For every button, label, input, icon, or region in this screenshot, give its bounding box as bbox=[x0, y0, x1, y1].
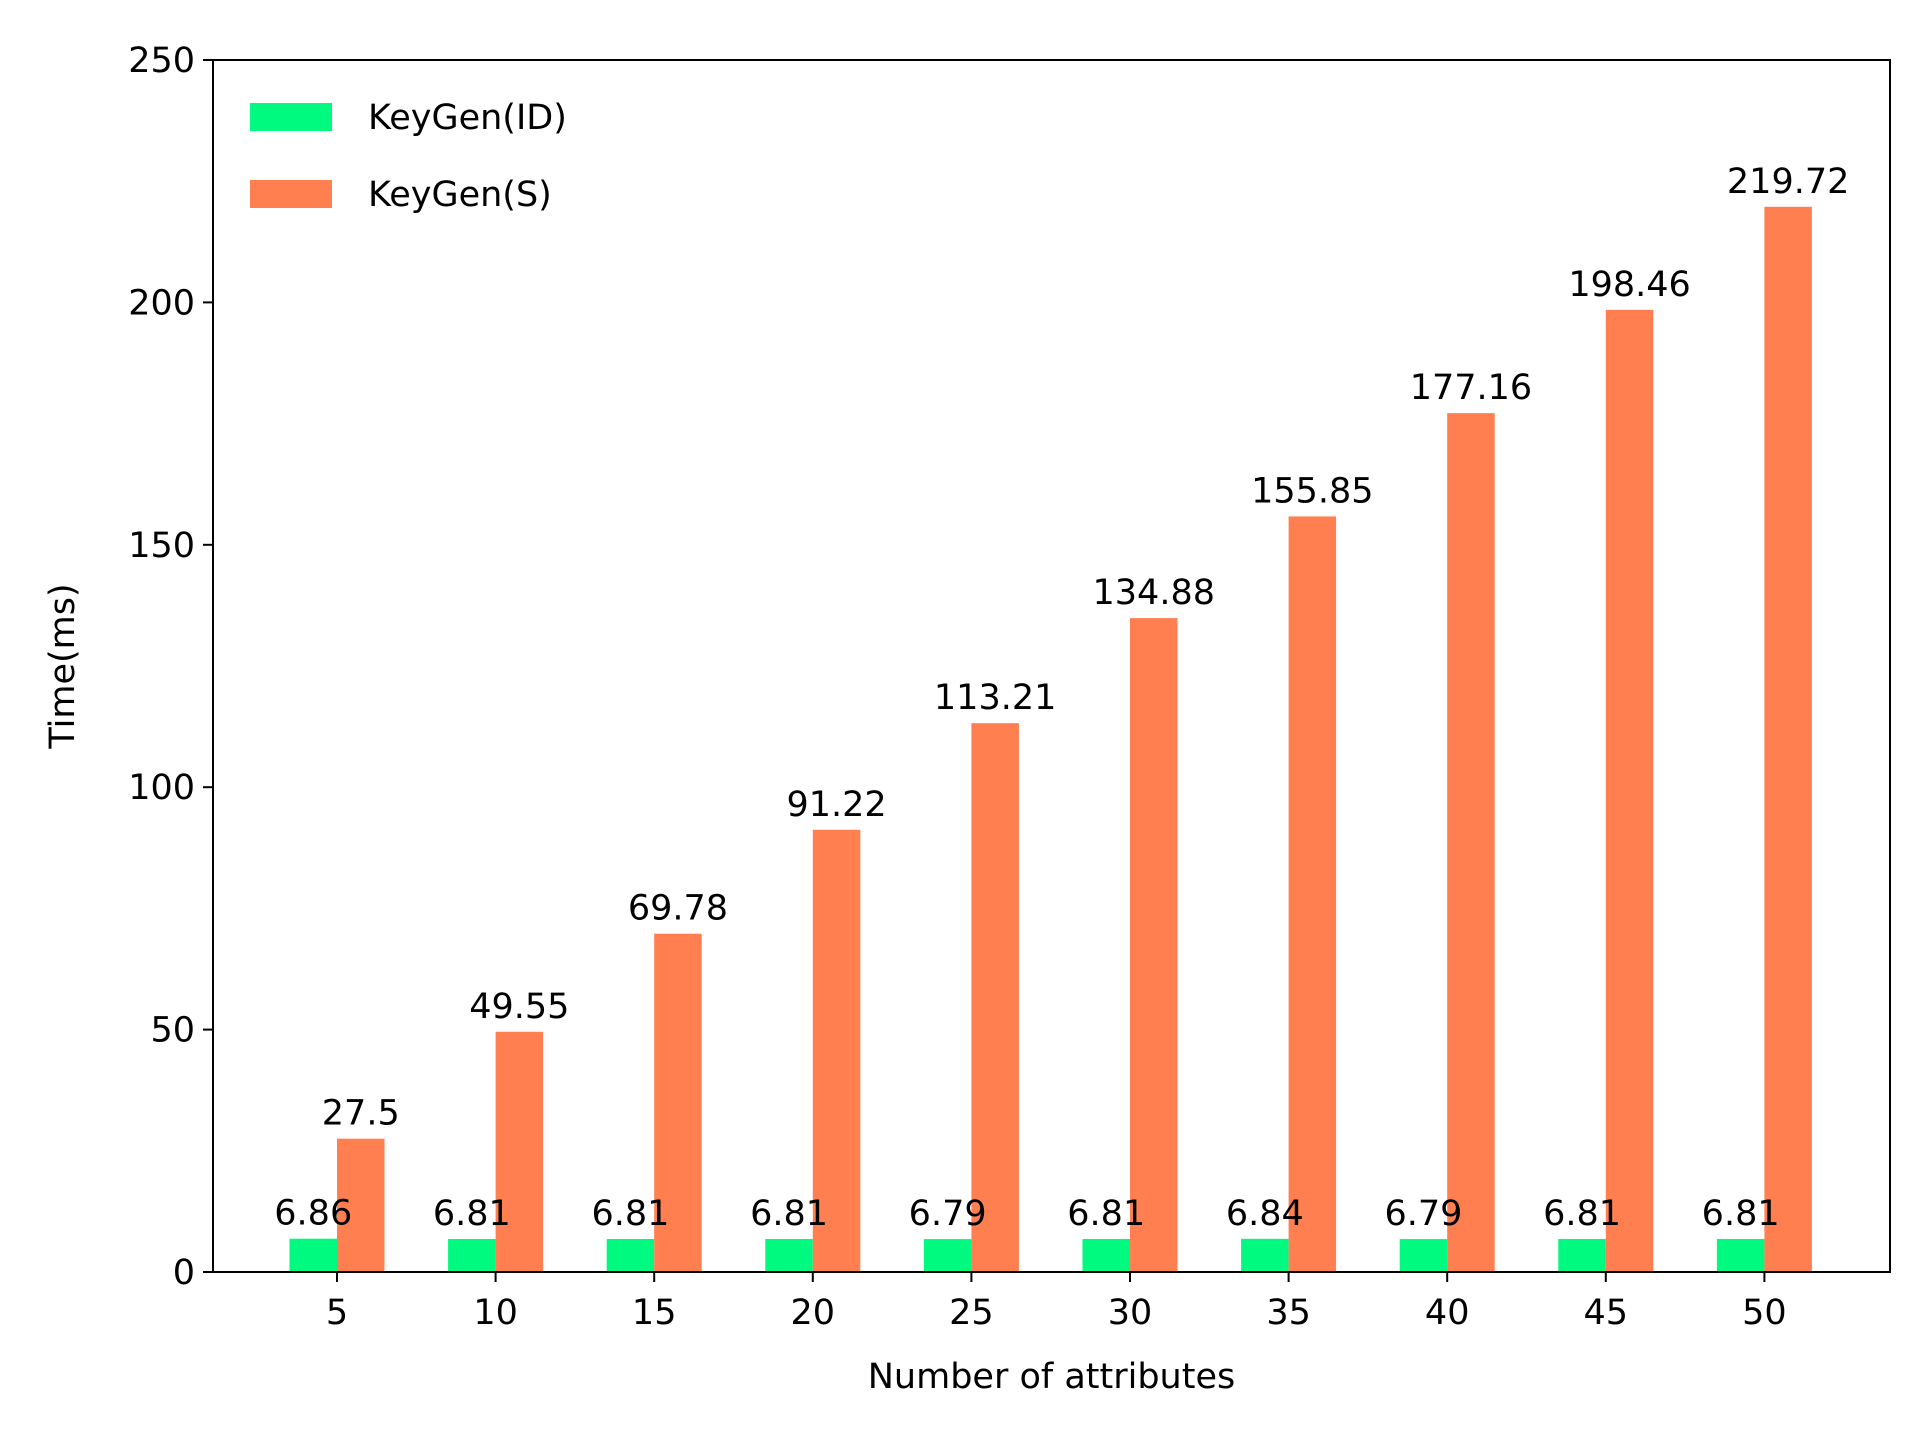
bar-keygen-id-5 bbox=[289, 1238, 337, 1272]
legend-swatch-keygen-s bbox=[250, 180, 332, 208]
x-axis-ticks: 5 10 15 20 25 30 35 40 45 50 bbox=[326, 1272, 1787, 1333]
x-tick-label: 30 bbox=[1108, 1293, 1153, 1333]
x-tick-label: 10 bbox=[473, 1293, 518, 1333]
bar-keygen-id-15 bbox=[606, 1238, 655, 1272]
data-label-keygen-id-15: 6.81 bbox=[591, 1194, 669, 1234]
bar-keygen-id-10 bbox=[448, 1238, 496, 1272]
bar-keygen-s-30 bbox=[1130, 618, 1178, 1272]
x-tick-label: 50 bbox=[1742, 1293, 1787, 1333]
y-tick-label: 0 bbox=[173, 1253, 195, 1293]
plot-frame bbox=[212, 59, 1891, 1273]
data-label-keygen-s-5: 27.5 bbox=[322, 1094, 400, 1134]
y-tick-label: 50 bbox=[150, 1011, 195, 1051]
x-tick-label: 5 bbox=[326, 1293, 348, 1333]
data-label-keygen-id-35: 6.84 bbox=[1226, 1194, 1304, 1234]
legend-swatch-keygen-id bbox=[250, 103, 332, 131]
bar-keygen-s-35 bbox=[1288, 516, 1337, 1272]
data-labels-group: 6.86 6.81 6.81 6.81 6.79 6.81 6.84 6.79 6.81 6.81… bbox=[274, 162, 1849, 1234]
x-tick-label: 15 bbox=[632, 1293, 677, 1333]
bar-keygen-id-20 bbox=[765, 1238, 813, 1272]
data-label-keygen-id-30: 6.81 bbox=[1067, 1194, 1145, 1234]
y-axis-ticks: 0 50 100 150 200 250 bbox=[128, 41, 213, 1293]
data-label-keygen-s-45: 198.46 bbox=[1568, 265, 1690, 305]
y-axis-label: Time(ms) bbox=[43, 583, 83, 749]
bar-keygen-id-25 bbox=[923, 1239, 972, 1272]
bar-keygen-s-5 bbox=[337, 1138, 385, 1272]
y-tick-label: 150 bbox=[128, 526, 195, 566]
data-label-keygen-s-20: 91.22 bbox=[786, 785, 886, 825]
bar-keygen-id-40 bbox=[1399, 1239, 1448, 1272]
data-label-keygen-s-50: 219.72 bbox=[1727, 162, 1849, 202]
data-label-keygen-s-35: 155.85 bbox=[1251, 471, 1373, 511]
y-tick-label: 250 bbox=[128, 41, 195, 81]
x-tick-label: 45 bbox=[1584, 1293, 1629, 1333]
data-label-keygen-id-50: 6.81 bbox=[1702, 1194, 1780, 1234]
bar-keygen-id-50 bbox=[1716, 1238, 1765, 1272]
data-label-keygen-s-40: 177.16 bbox=[1410, 368, 1532, 408]
data-label-keygen-id-25: 6.79 bbox=[909, 1194, 987, 1234]
bar-keygen-id-35 bbox=[1241, 1238, 1289, 1272]
data-label-keygen-s-30: 134.88 bbox=[1093, 573, 1215, 613]
data-label-keygen-id-40: 6.79 bbox=[1384, 1194, 1462, 1234]
legend: KeyGen(ID) KeyGen(S) bbox=[250, 98, 567, 215]
data-label-keygen-id-10: 6.81 bbox=[433, 1194, 511, 1234]
x-axis-label: Number of attributes bbox=[868, 1357, 1235, 1397]
data-label-keygen-id-5: 6.86 bbox=[274, 1194, 352, 1234]
bar-keygen-s-20 bbox=[812, 829, 861, 1272]
data-label-keygen-s-10: 49.55 bbox=[469, 987, 569, 1027]
y-tick-label: 100 bbox=[128, 768, 195, 808]
data-label-keygen-id-20: 6.81 bbox=[750, 1194, 828, 1234]
bar-keygen-s-25 bbox=[971, 723, 1019, 1272]
bar-keygen-s-45 bbox=[1605, 309, 1654, 1272]
y-tick-label: 200 bbox=[128, 283, 195, 323]
bar-keygen-id-30 bbox=[1082, 1238, 1130, 1272]
bars-group bbox=[289, 206, 1812, 1273]
data-label-keygen-s-25: 113.21 bbox=[934, 678, 1056, 718]
bar-keygen-s-50 bbox=[1764, 206, 1812, 1272]
bar-keygen-id-45 bbox=[1558, 1238, 1606, 1272]
bar-keygen-s-15 bbox=[654, 933, 702, 1272]
bar-keygen-s-10 bbox=[495, 1031, 544, 1272]
legend-label-keygen-s: KeyGen(S) bbox=[368, 175, 552, 215]
x-tick-label: 20 bbox=[791, 1293, 836, 1333]
data-label-keygen-s-15: 69.78 bbox=[628, 889, 728, 929]
data-label-keygen-id-45: 6.81 bbox=[1543, 1194, 1621, 1234]
x-tick-label: 25 bbox=[949, 1293, 994, 1333]
x-tick-label: 40 bbox=[1425, 1293, 1470, 1333]
x-tick-label: 35 bbox=[1266, 1293, 1311, 1333]
bar-keygen-s-40 bbox=[1447, 413, 1495, 1273]
legend-label-keygen-id: KeyGen(ID) bbox=[368, 98, 567, 138]
